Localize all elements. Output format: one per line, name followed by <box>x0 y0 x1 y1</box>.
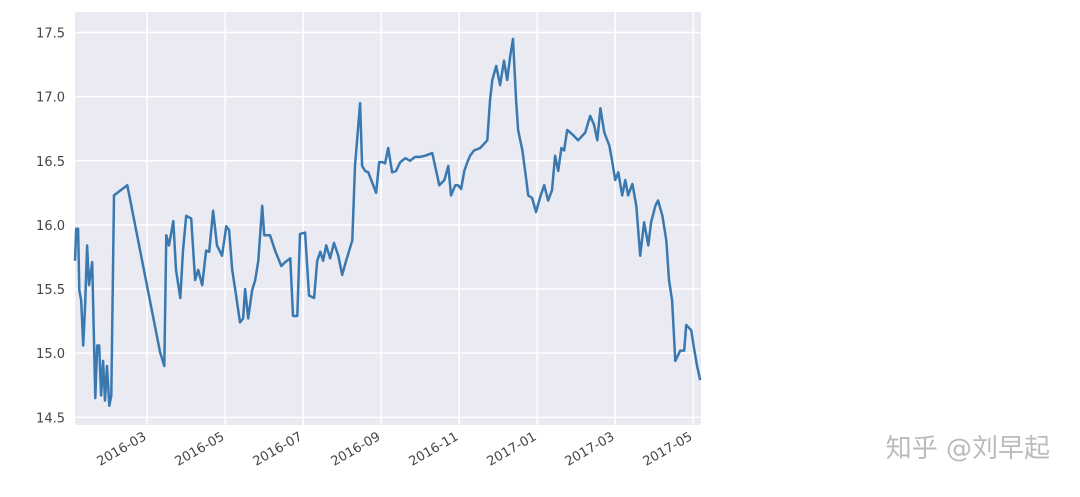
line <box>73 37 702 408</box>
y-tick-label: 14.5 <box>36 411 65 426</box>
y-tick-label: 16.0 <box>36 219 65 234</box>
x-tick-label: 2016-05 <box>173 429 228 469</box>
y-tick-label: 17.5 <box>36 27 65 42</box>
y-tick-label: 16.5 <box>36 155 65 170</box>
watermark: 知乎 @刘早起 <box>886 434 1050 464</box>
x-tick-label: 2017-01 <box>485 429 540 469</box>
plot-area <box>75 12 701 425</box>
x-tick-label: 2016-11 <box>407 429 462 469</box>
x-tick-label: 2017-05 <box>641 429 696 469</box>
y-tick-label: 17.0 <box>36 91 65 106</box>
x-tick-label: 2016-09 <box>329 429 384 469</box>
x-tick-label: 2017-03 <box>563 429 618 469</box>
x-tick-label: 2016-03 <box>95 429 150 469</box>
y-tick-label: 15.0 <box>36 347 65 362</box>
y-tick-label: 15.5 <box>36 283 65 298</box>
x-tick-label: 2016-07 <box>251 429 306 469</box>
